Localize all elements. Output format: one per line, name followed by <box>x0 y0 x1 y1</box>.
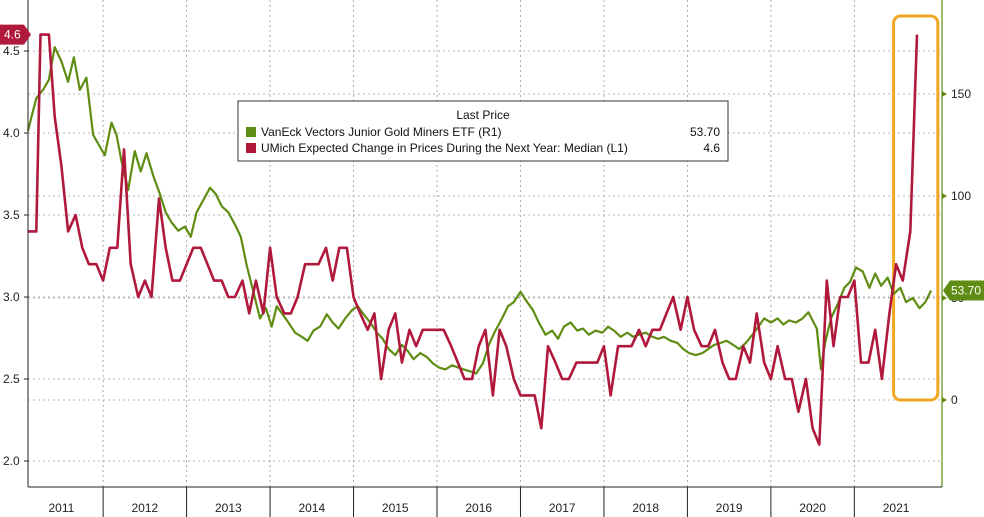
series-line-umich <box>28 33 919 446</box>
x-tick-label-2013: 2013 <box>215 501 242 515</box>
series-line-etf <box>26 46 933 375</box>
x-tick-label-2018: 2018 <box>632 501 659 515</box>
left-tick-label-2.0: 2.0 <box>3 454 20 468</box>
last-value-tag-left-label: 4.6 <box>4 28 21 42</box>
left-tick-label-4.5: 4.5 <box>3 44 20 58</box>
right-tick-label-100: 100 <box>951 189 971 203</box>
x-tick-label-2012: 2012 <box>132 501 159 515</box>
plot-frame <box>27 0 943 488</box>
x-tick-label-2020: 2020 <box>799 501 826 515</box>
right-axis: 050100150 <box>942 87 971 407</box>
right-tick-100 <box>942 193 947 199</box>
legend-header: Last Price <box>456 108 510 122</box>
x-tick-label-2014: 2014 <box>298 501 325 515</box>
last-value-tag-right-label: 53.70 <box>951 283 981 297</box>
legend-label-umich: UMich Expected Change in Prices During t… <box>261 141 628 155</box>
right-tick-50 <box>942 295 947 301</box>
legend-box <box>237 100 729 162</box>
right-tick-label-150: 150 <box>951 87 971 101</box>
legend-swatch-umich <box>246 143 256 153</box>
left-tick-label-4.0: 4.0 <box>3 126 20 140</box>
x-tick-label-2021: 2021 <box>883 501 910 515</box>
x-tick-label-2015: 2015 <box>382 501 409 515</box>
x-axis: 2011 2012 2013 2014 2015 2016 2017 2018 2019 2020… <box>48 487 910 517</box>
left-tick-label-3.0: 3.0 <box>3 290 20 304</box>
x-tick-label-2016: 2016 <box>465 501 492 515</box>
left-tick-label-3.5: 3.5 <box>3 208 20 222</box>
chart-legend: Last Price VanEck Vectors Junior Gold Mi… <box>237 100 729 162</box>
highlight-box-2021 <box>892 14 940 402</box>
legend-swatch-etf <box>246 127 256 137</box>
x-tick-label-2017: 2017 <box>549 501 576 515</box>
series-lines <box>26 33 933 446</box>
last-value-tags: 4.6 53.70 <box>0 24 984 301</box>
x-tick-label-2011: 2011 <box>48 501 74 515</box>
right-tick-0 <box>942 397 947 403</box>
left-tick-label-2.5: 2.5 <box>3 372 20 386</box>
legend-label-etf: VanEck Vectors Junior Gold Miners ETF (R… <box>261 125 502 139</box>
highlight-region <box>892 14 940 402</box>
last-value-tag-left <box>0 24 31 45</box>
x-tick-label-2019: 2019 <box>716 501 743 515</box>
left-axis: 2.0 2.5 3.0 3.5 4.0 4.5 <box>3 44 28 468</box>
legend-value-etf: 53.70 <box>690 125 720 139</box>
legend-value-umich: 4.6 <box>703 141 720 155</box>
right-tick-150 <box>942 91 947 97</box>
right-tick-label-0: 0 <box>951 393 958 407</box>
last-value-tag-right <box>943 280 984 301</box>
